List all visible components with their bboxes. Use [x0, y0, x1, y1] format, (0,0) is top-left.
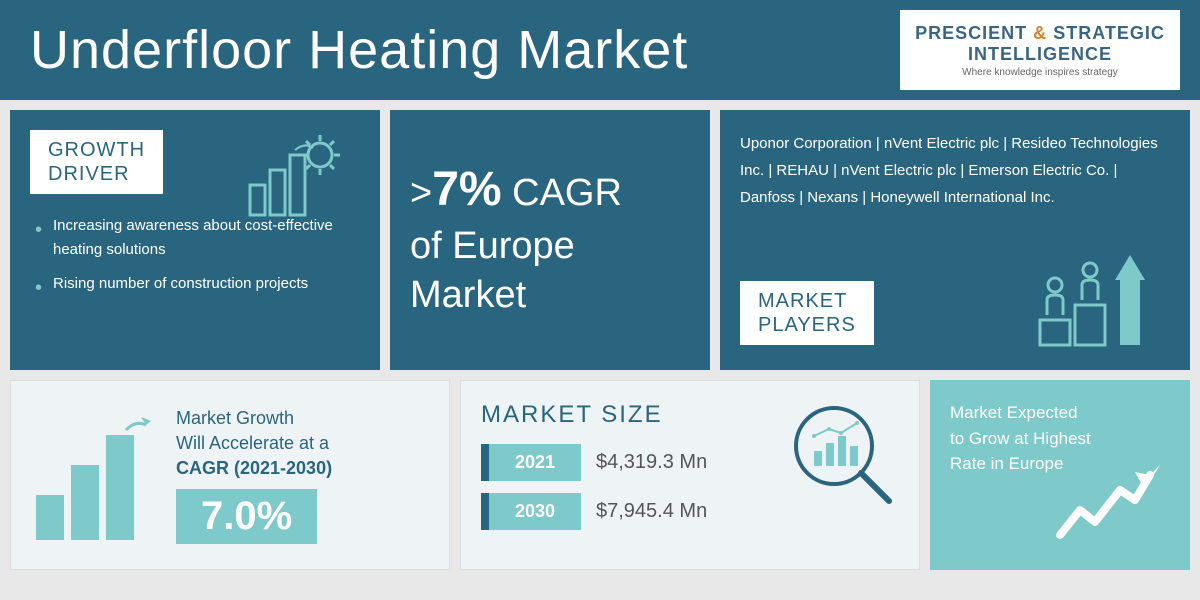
players-list: Uponor Corporation | nVent Electric plc …	[740, 130, 1170, 211]
page-title: Underfloor Heating Market	[30, 19, 688, 81]
cagr-suffix: CAGR	[502, 172, 622, 214]
growth-driver-panel: GROWTH DRIVER	[10, 110, 380, 370]
bullet-2: Rising number of construction projects	[35, 272, 360, 296]
logo-tagline: Where knowledge inspires strategy	[962, 67, 1118, 78]
growth-arrow-icon	[1050, 450, 1170, 550]
brand-logo: PRESCIENT & STRATEGIC INTELLIGENCE Where…	[900, 10, 1180, 90]
logo-text-2: STRATEGIC	[1053, 23, 1165, 43]
growth-text: Market Growth Will Accelerate at a CAGR …	[176, 406, 332, 482]
gear-chart-icon	[245, 130, 355, 220]
year-2030: 2030	[481, 493, 581, 530]
people-growth-icon	[1035, 250, 1165, 350]
market-players-label: MARKET PLAYERS	[740, 281, 874, 345]
market-growth-panel: Market Growth Will Accelerate at a CAGR …	[10, 380, 450, 570]
year-2021: 2021	[481, 444, 581, 481]
value-2030: $7,945.4 Mn	[596, 500, 707, 523]
cagr-prefix: >	[410, 172, 432, 214]
market-size-panel: MARKET SIZE 2021 $4,319.3 Mn 2030 $7,945…	[460, 380, 920, 570]
cagr-europe-panel: >7% CAGR of Europe Market	[390, 110, 710, 370]
cagr-value-box: 7.0%	[176, 489, 317, 544]
bars-icon	[31, 405, 161, 545]
value-2021: $4,319.3 Mn	[596, 451, 707, 474]
magnifier-chart-icon	[789, 401, 899, 511]
logo-text-1: PRESCIENT	[915, 23, 1027, 43]
cagr-value: 7%	[432, 163, 501, 216]
header: Underfloor Heating Market PRESCIENT & ST…	[0, 0, 1200, 100]
market-players-panel: Uponor Corporation | nVent Electric plc …	[720, 110, 1190, 370]
europe-growth-panel: Market Expected to Grow at Highest Rate …	[930, 380, 1190, 570]
cagr-l2: of Europe	[410, 225, 575, 267]
bullet-1: Increasing awareness about cost-effectiv…	[35, 214, 360, 262]
cagr-l3: Market	[410, 274, 526, 316]
logo-text-3: INTELLIGENCE	[968, 44, 1112, 65]
growth-driver-label: GROWTH DRIVER	[30, 130, 163, 194]
